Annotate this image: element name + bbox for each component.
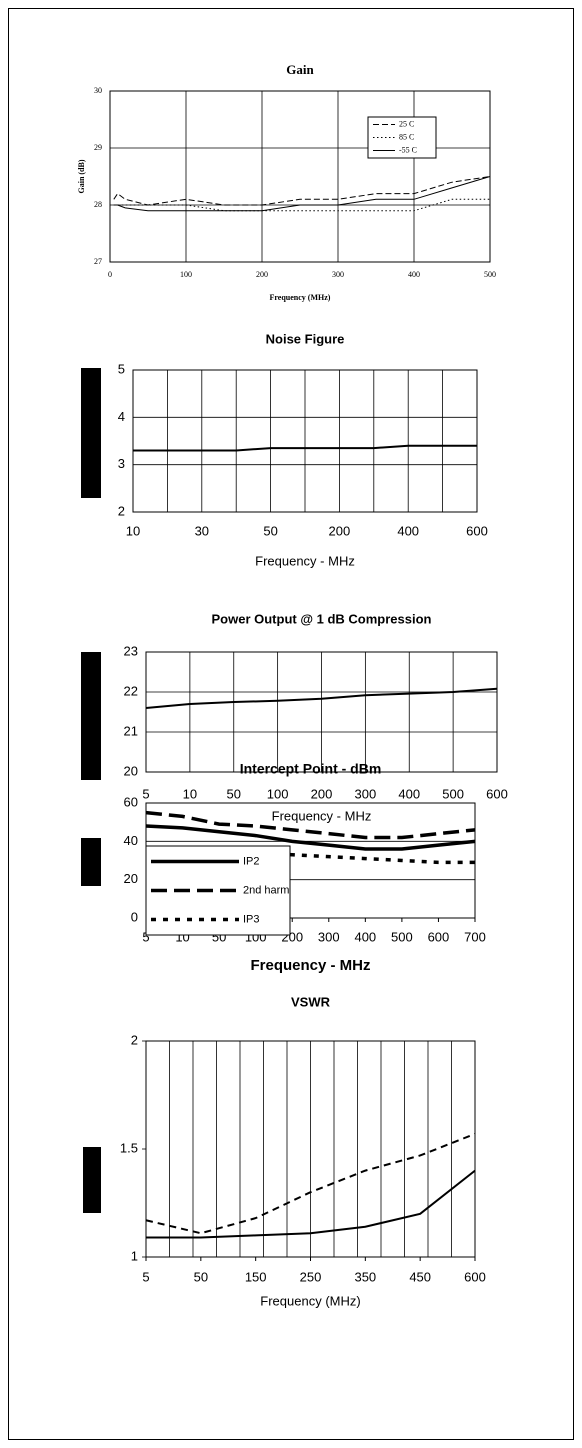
y-tick-label: 29 (94, 143, 102, 152)
redacted-label (81, 652, 101, 780)
series-line (113, 176, 491, 212)
x-tick-label: 400 (354, 929, 376, 944)
x-tick-label: 5 (142, 929, 149, 944)
x-tick-label: 50 (227, 786, 241, 801)
x-tick-label: 250 (300, 1269, 322, 1284)
x-tick-label: 50 (194, 1269, 208, 1284)
x-tick-label: 5 (142, 1269, 149, 1284)
x-tick-label: 600 (466, 523, 488, 538)
legend-label: -55 C (399, 145, 417, 154)
x-tick-label: 50 (263, 523, 277, 538)
x-tick-label: 350 (354, 1269, 376, 1284)
y-tick-label: 30 (94, 86, 102, 95)
x-tick-label: 200 (311, 786, 333, 801)
plot-frame (145, 651, 498, 773)
series-line (146, 1169, 476, 1239)
y-tick-label: 60 (124, 794, 138, 809)
series-line (113, 176, 491, 206)
chart-title: Noise Figure (266, 331, 345, 346)
x-tick-label: 5 (142, 786, 149, 801)
x-tick-label: 600 (486, 786, 508, 801)
series-line (133, 444, 477, 452)
series-line (145, 1132, 476, 1235)
x-tick-label: 300 (318, 929, 340, 944)
y-tick-label: 21 (124, 723, 138, 738)
x-axis-label: Frequency (MHz) (260, 1293, 360, 1308)
x-tick-label: 700 (464, 929, 486, 944)
x-tick-label: 400 (408, 270, 420, 279)
x-tick-label: 0 (108, 270, 112, 279)
y-tick-label: 20 (124, 763, 138, 778)
y-tick-label: 4 (118, 409, 125, 424)
redacted-label (83, 1147, 101, 1213)
legend-label: 85 C (399, 132, 414, 141)
legend-label: IP3 (243, 913, 260, 925)
x-tick-label: 500 (442, 786, 464, 801)
x-tick-label: 600 (428, 929, 450, 944)
legend-box (367, 116, 437, 159)
x-tick-label: 300 (355, 786, 377, 801)
x-tick-label: 300 (332, 270, 344, 279)
x-tick-label: 100 (267, 786, 289, 801)
y-tick-label: 5 (118, 361, 125, 376)
y-tick-label: 3 (118, 456, 125, 471)
x-tick-label: 400 (398, 786, 420, 801)
x-tick-label: 500 (391, 929, 413, 944)
x-tick-label: 10 (126, 523, 140, 538)
x-tick-label: 400 (397, 523, 419, 538)
x-tick-label: 100 (180, 270, 192, 279)
chart: Power Output @ 1 dB Compression Frequency… (124, 611, 508, 823)
y-tick-label: 40 (124, 833, 138, 848)
x-tick-label: 200 (256, 270, 268, 279)
x-tick-label: 450 (409, 1269, 431, 1284)
plot-frame (132, 369, 478, 513)
y-tick-label: 2 (131, 1032, 138, 1047)
x-tick-label: 150 (245, 1269, 267, 1284)
x-tick-label: 10 (183, 786, 197, 801)
x-axis-label: Frequency - MHz (272, 808, 372, 823)
chart-title: VSWR (291, 994, 331, 1009)
legend-label: 2nd harm (243, 884, 289, 896)
y-tick-label: 1.5 (120, 1140, 138, 1155)
chart: Intercept Point - dBm Frequency - MHz 0 20 4… (124, 761, 486, 974)
legend-label: IP2 (243, 855, 260, 867)
series-line (145, 824, 476, 851)
chart: Noise Figure Frequency - MHz 2 3 4 5 10 30 50 200… (118, 331, 488, 568)
chart-title: Intercept Point - dBm (240, 761, 382, 777)
y-tick-label: 23 (124, 643, 138, 658)
y-tick-label: 20 (124, 871, 138, 886)
x-tick-label: 500 (484, 270, 496, 279)
plot-frame (145, 1040, 476, 1258)
y-tick-label: 22 (124, 683, 138, 698)
y-tick-label: 28 (94, 200, 102, 209)
y-tick-label: 1 (131, 1248, 138, 1263)
x-axis-label: Frequency (MHz) (270, 293, 331, 302)
legend-label: 25 C (399, 119, 414, 128)
y-axis-label: Gain (dB) (77, 159, 86, 193)
y-tick-label: 2 (118, 503, 125, 518)
series-line (145, 687, 498, 709)
y-tick-label: 0 (131, 909, 138, 924)
y-tick-label: 27 (94, 257, 102, 266)
chart: VSWR Frequency (MHz) 1 1.5 2 5 50 150 250 350 450 6… (120, 994, 486, 1308)
redacted-label (81, 838, 101, 886)
page-border (8, 8, 574, 1440)
redacted-label (81, 368, 101, 498)
x-tick-label: 200 (329, 523, 351, 538)
chart-title: Power Output @ 1 dB Compression (212, 611, 432, 626)
x-axis-label: Frequency - MHz (255, 553, 355, 568)
series-line (145, 810, 476, 840)
x-axis-label: Frequency - MHz (250, 957, 370, 974)
chart-title: Gain (286, 62, 314, 77)
x-tick-label: 30 (195, 523, 209, 538)
x-tick-label: 600 (464, 1269, 486, 1284)
